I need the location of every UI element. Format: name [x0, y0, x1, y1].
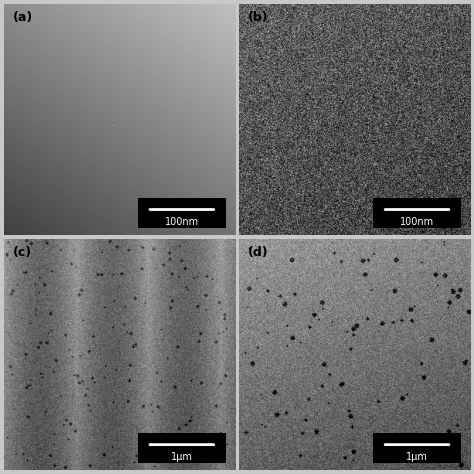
- Text: (a): (a): [13, 11, 33, 24]
- Bar: [373, 433, 461, 463]
- Text: (b): (b): [248, 11, 269, 24]
- Bar: [138, 433, 226, 463]
- Text: 100nm: 100nm: [165, 217, 199, 227]
- Text: 100nm: 100nm: [400, 217, 434, 227]
- Text: 1μm: 1μm: [171, 452, 193, 462]
- Text: (d): (d): [248, 246, 269, 259]
- Bar: [138, 198, 226, 228]
- Text: (c): (c): [13, 246, 32, 259]
- Text: 1μm: 1μm: [406, 452, 428, 462]
- Bar: [373, 198, 461, 228]
